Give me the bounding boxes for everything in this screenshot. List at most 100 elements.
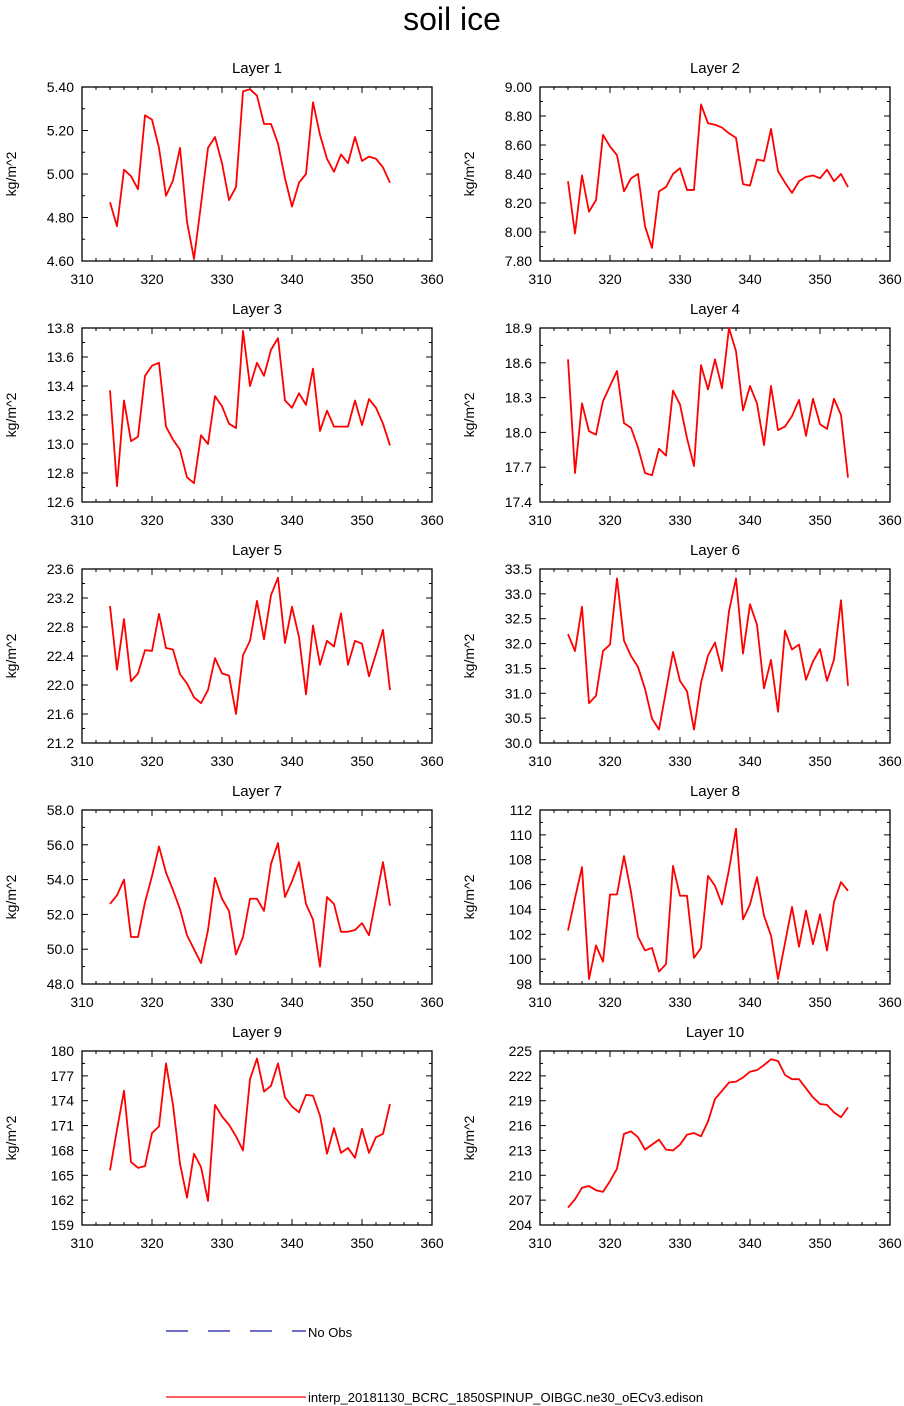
layer-6-ytick-label: 32.0 (505, 636, 532, 652)
layer-6-ylabel: kg/m^2 (461, 633, 477, 678)
layer-1-ylabel: kg/m^2 (3, 151, 19, 196)
layer-3-ytick-label: 13.2 (47, 407, 74, 423)
layer-9-ytick-label: 174 (51, 1093, 75, 1109)
layer-7-plot-frame (81, 809, 433, 985)
layer-10-xtick-label: 350 (808, 1235, 832, 1251)
layer-5-ytick-label: 23.2 (47, 590, 74, 606)
layer-7-ytick-label: 48.0 (47, 976, 74, 992)
layer-3-ytick-label: 13.8 (47, 320, 74, 336)
layer-3-ylabel: kg/m^2 (3, 392, 19, 437)
layer-7-xtick-label: 340 (280, 994, 304, 1010)
layer-8-xtick-label: 330 (668, 994, 692, 1010)
layer-10-ytick-label: 210 (509, 1167, 533, 1183)
layer-5-ytick-label: 22.8 (47, 619, 74, 635)
layer-2-xtick-label: 310 (528, 271, 552, 287)
layer-7-series-line (109, 842, 391, 968)
layer-9-xtick-label: 320 (140, 1235, 164, 1251)
layer-4-xtick-label: 310 (528, 512, 552, 528)
layer-6-xtick-label: 350 (808, 753, 832, 769)
layer-9-xtick-label: 330 (210, 1235, 234, 1251)
layer-7-ytick-label: 54.0 (47, 872, 74, 888)
layer-5-xtick-label: 360 (420, 753, 444, 769)
layer-3-ytick-label: 13.6 (47, 349, 74, 365)
layer-4-xtick-label: 360 (878, 512, 902, 528)
layer-7-xtick-label: 350 (350, 994, 374, 1010)
layer-3-xtick-label: 360 (420, 512, 444, 528)
layer-3-ytick-label: 13.4 (47, 378, 74, 394)
layer-1-series-line (109, 88, 391, 260)
layer-7-xtick-label: 310 (70, 994, 94, 1010)
layer-7-ytick-label: 56.0 (47, 837, 74, 853)
layer-4-plot-frame (539, 327, 891, 503)
layer-9-xtick-label: 350 (350, 1235, 374, 1251)
layer-2-xtick-label: 360 (878, 271, 902, 287)
layer-9-plot-frame (81, 1050, 433, 1226)
layer-4-title: Layer 4 (690, 301, 740, 318)
layer-8-ylabel: kg/m^2 (461, 874, 477, 919)
layer-1-xtick-label: 310 (70, 271, 94, 287)
layer-6-xtick-label: 340 (738, 753, 762, 769)
layer-1-xtick-label: 340 (280, 271, 304, 287)
figure-title: soil ice (403, 1, 501, 37)
layer-2-panel: Layer 2 kg/m^2 310 320 330 340 350 360 7.80 8.00 8… (461, 60, 902, 287)
layer-3-ytick-label: 12.8 (47, 465, 74, 481)
layer-6-ytick-label: 33.0 (505, 586, 532, 602)
layer-6-series-line (567, 577, 849, 731)
layer-4-ylabel: kg/m^2 (461, 392, 477, 437)
layer-4-series-line (567, 327, 849, 478)
layer-6-ytick-label: 33.5 (505, 561, 532, 577)
layer-9-ytick-label: 162 (51, 1192, 75, 1208)
layer-8-xtick-label: 360 (878, 994, 902, 1010)
layer-8-xtick-label: 310 (528, 994, 552, 1010)
layer-2-xtick-label: 340 (738, 271, 762, 287)
layer-8-ytick-label: 110 (510, 827, 533, 843)
layer-7-ytick-label: 50.0 (47, 941, 74, 957)
layer-6-ytick-label: 31.5 (505, 660, 532, 676)
layer-6-panel: Layer 6 kg/m^2 310 320 330 340 350 360 30.0 30.5 3… (461, 542, 902, 769)
layer-9-title: Layer 9 (232, 1024, 282, 1041)
layer-8-ytick-label: 104 (509, 901, 533, 917)
layer-8-ytick-label: 112 (510, 802, 533, 818)
layer-5-xtick-label: 340 (280, 753, 304, 769)
layer-10-xtick-label: 360 (878, 1235, 902, 1251)
layer-7-xtick-label: 320 (140, 994, 164, 1010)
layer-6-xtick-label: 360 (878, 753, 902, 769)
layer-1-xtick-label: 330 (210, 271, 234, 287)
layer-5-series-line (109, 576, 391, 715)
layer-2-xtick-label: 330 (668, 271, 692, 287)
layer-2-ytick-label: 8.00 (505, 224, 532, 240)
legend: No Obs interp_20181130_BCRC_1850SPINUP_O… (166, 1325, 703, 1405)
layer-3-xtick-label: 330 (210, 512, 234, 528)
layer-10-title: Layer 10 (686, 1024, 744, 1041)
layer-5-plot-frame (81, 568, 433, 744)
layer-5-title: Layer 5 (232, 542, 282, 559)
layer-1-xtick-label: 360 (420, 271, 444, 287)
layer-10-ytick-label: 204 (509, 1217, 533, 1233)
layer-10-xtick-label: 320 (598, 1235, 622, 1251)
layer-2-ytick-label: 7.80 (505, 253, 532, 269)
layer-10-ytick-label: 216 (509, 1118, 533, 1134)
layer-2-ytick-label: 8.40 (505, 166, 532, 182)
layer-1-xtick-label: 320 (140, 271, 164, 287)
layer-6-title: Layer 6 (690, 542, 740, 559)
layer-5-xtick-label: 330 (210, 753, 234, 769)
layer-8-ytick-label: 102 (509, 926, 533, 942)
layer-5-ytick-label: 21.2 (47, 735, 74, 751)
layer-8-series-line (567, 827, 849, 980)
layer-9-ytick-label: 177 (51, 1068, 75, 1084)
layer-2-ytick-label: 8.20 (505, 195, 532, 211)
layer-3-xtick-label: 320 (140, 512, 164, 528)
layer-6-xtick-label: 330 (668, 753, 692, 769)
layer-3-series-line (109, 329, 391, 487)
layer-8-ytick-label: 98 (516, 976, 532, 992)
layer-1-plot-frame (81, 86, 433, 262)
layer-3-panel: Layer 3 kg/m^2 310 320 330 340 350 360 12.6 12.8 1… (3, 301, 444, 528)
layer-10-ytick-label: 213 (509, 1142, 533, 1158)
layer-1-ytick-label: 5.40 (47, 79, 74, 95)
layer-5-ytick-label: 22.0 (47, 677, 74, 693)
layer-4-ytick-label: 17.4 (505, 494, 532, 510)
layer-9-ytick-label: 171 (51, 1118, 75, 1134)
layer-5-xtick-label: 310 (70, 753, 94, 769)
layer-5-ytick-label: 23.6 (47, 561, 74, 577)
layer-6-plot-frame (539, 568, 891, 744)
